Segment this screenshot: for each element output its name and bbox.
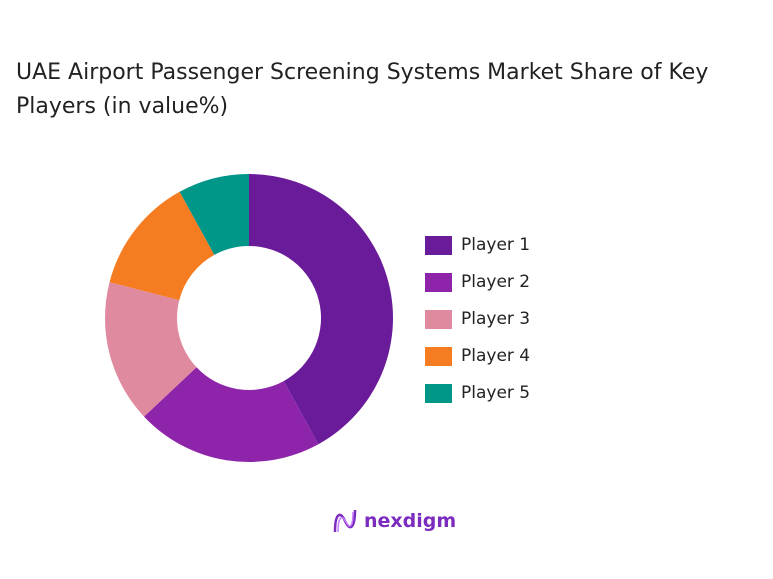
legend-label: Player 4 — [461, 346, 531, 366]
slice-player-3 — [105, 282, 197, 417]
legend-item: Player 2 — [425, 271, 530, 293]
legend-label: Player 5 — [461, 383, 531, 403]
legend-item: Player 1 — [425, 234, 530, 256]
legend-item: Player 5 — [425, 382, 530, 404]
legend-swatch — [425, 383, 452, 403]
legend-swatch — [425, 272, 452, 292]
legend: Player 1 Player 2 Player 3 Player 4 Player 5 — [425, 234, 530, 419]
chart-title: UAE Airport Passenger Screening Systems … — [16, 60, 709, 119]
legend-label: Player 2 — [461, 272, 531, 292]
slice-player-2 — [144, 367, 319, 462]
nexdigm-logo: nexdigm — [332, 508, 456, 534]
slice-player-1 — [249, 174, 393, 445]
logo-text: nexdigm — [364, 510, 457, 532]
legend-swatch — [425, 309, 452, 329]
nexdigm-logo-icon — [333, 509, 357, 533]
legend-swatch — [425, 235, 452, 255]
legend-swatch — [425, 346, 452, 366]
legend-label: Player 1 — [461, 235, 531, 255]
legend-item: Player 4 — [425, 345, 530, 367]
legend-item: Player 3 — [425, 308, 530, 330]
slice-player-4 — [109, 191, 215, 301]
legend-label: Player 3 — [461, 309, 531, 329]
slice-player-5 — [179, 174, 249, 255]
